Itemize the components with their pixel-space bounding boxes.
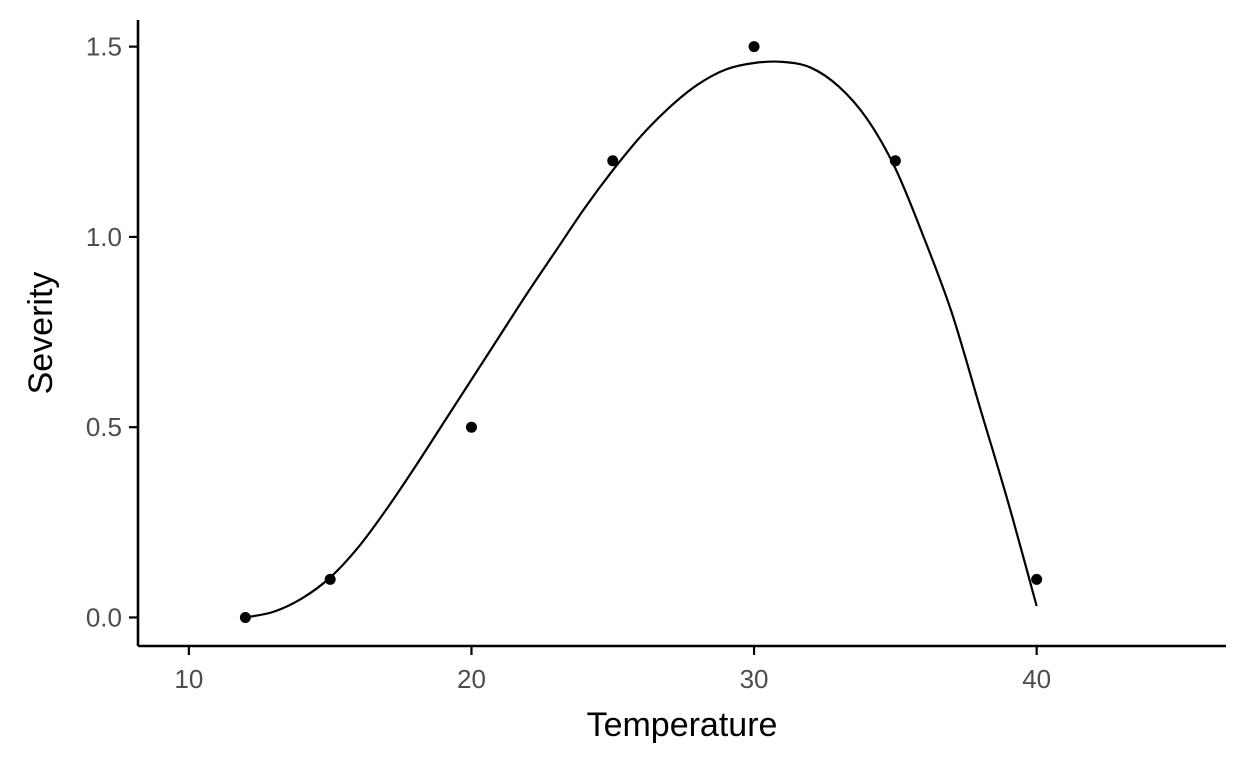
fit-curve-line: [245, 60, 1038, 619]
y-tick-label: 0.5: [86, 412, 122, 442]
y-axis-title: Severity: [22, 272, 60, 395]
y-tick-label: 1.0: [86, 222, 122, 252]
x-tick-label: 40: [1022, 664, 1051, 694]
x-tick-label: 30: [740, 664, 769, 694]
y-tick-label: 1.5: [86, 32, 122, 62]
data-point: [607, 155, 619, 167]
data-point: [889, 155, 901, 167]
data-point: [239, 611, 251, 623]
axes: [136, 20, 1226, 648]
data-point: [1031, 573, 1043, 585]
data-point: [465, 421, 477, 433]
x-tick-label: 10: [174, 664, 203, 694]
data-point: [324, 573, 336, 585]
x-tick-label: 20: [457, 664, 486, 694]
axis-ticks: 10 20 30 40 0.0 0.5 1.0 1.5: [86, 32, 1051, 694]
plot-area: [239, 41, 1043, 623]
data-point: [748, 41, 760, 53]
x-axis-title: Temperature: [587, 706, 778, 744]
y-tick-label: 0.0: [86, 602, 122, 632]
